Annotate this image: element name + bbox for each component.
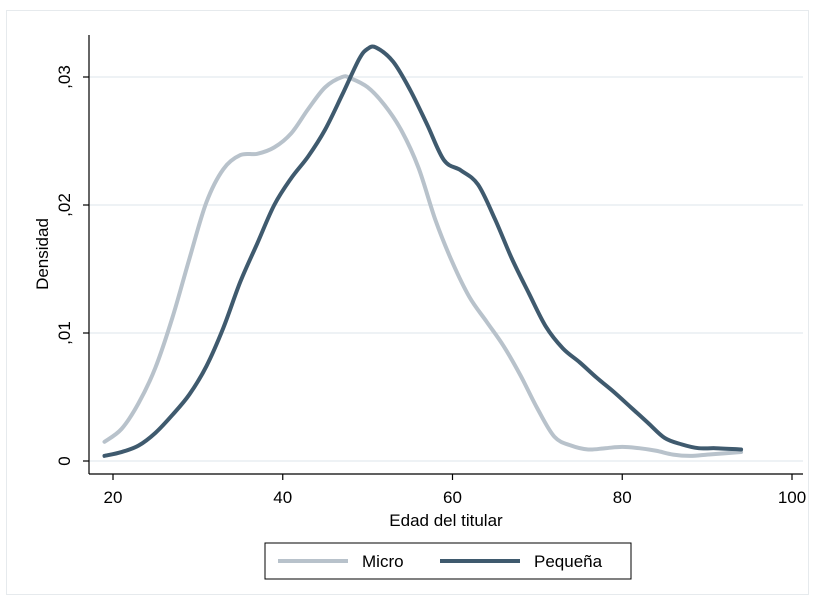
legend-label-micro: Micro	[362, 552, 404, 571]
legend-label-pequena: Pequeña	[534, 552, 603, 571]
x-axis-title: Edad del titular	[389, 511, 503, 530]
axes-layer	[88, 35, 803, 475]
x-tick-label: 60	[443, 488, 462, 507]
series-line-micro	[102, 74, 744, 458]
x-tick-label: 20	[104, 488, 123, 507]
x-tick-label: 80	[613, 488, 632, 507]
ticks-layer: 0 ,01 ,02 ,03 20 40 60 80 100	[55, 65, 806, 507]
y-tick-label: ,01	[55, 321, 74, 345]
y-tick-label: 0	[55, 456, 74, 465]
x-tick-label: 100	[778, 488, 806, 507]
chart-frame	[6, 10, 809, 595]
y-axis-title: Densidad	[33, 218, 52, 290]
x-tick-label: 40	[273, 488, 292, 507]
grid-layer	[89, 76, 803, 462]
legend: Micro Pequeña	[264, 542, 632, 580]
series-line-pequena	[102, 44, 744, 458]
series-layer	[102, 44, 744, 458]
y-tick-label: ,03	[55, 65, 74, 89]
y-tick-label: ,02	[55, 193, 74, 217]
